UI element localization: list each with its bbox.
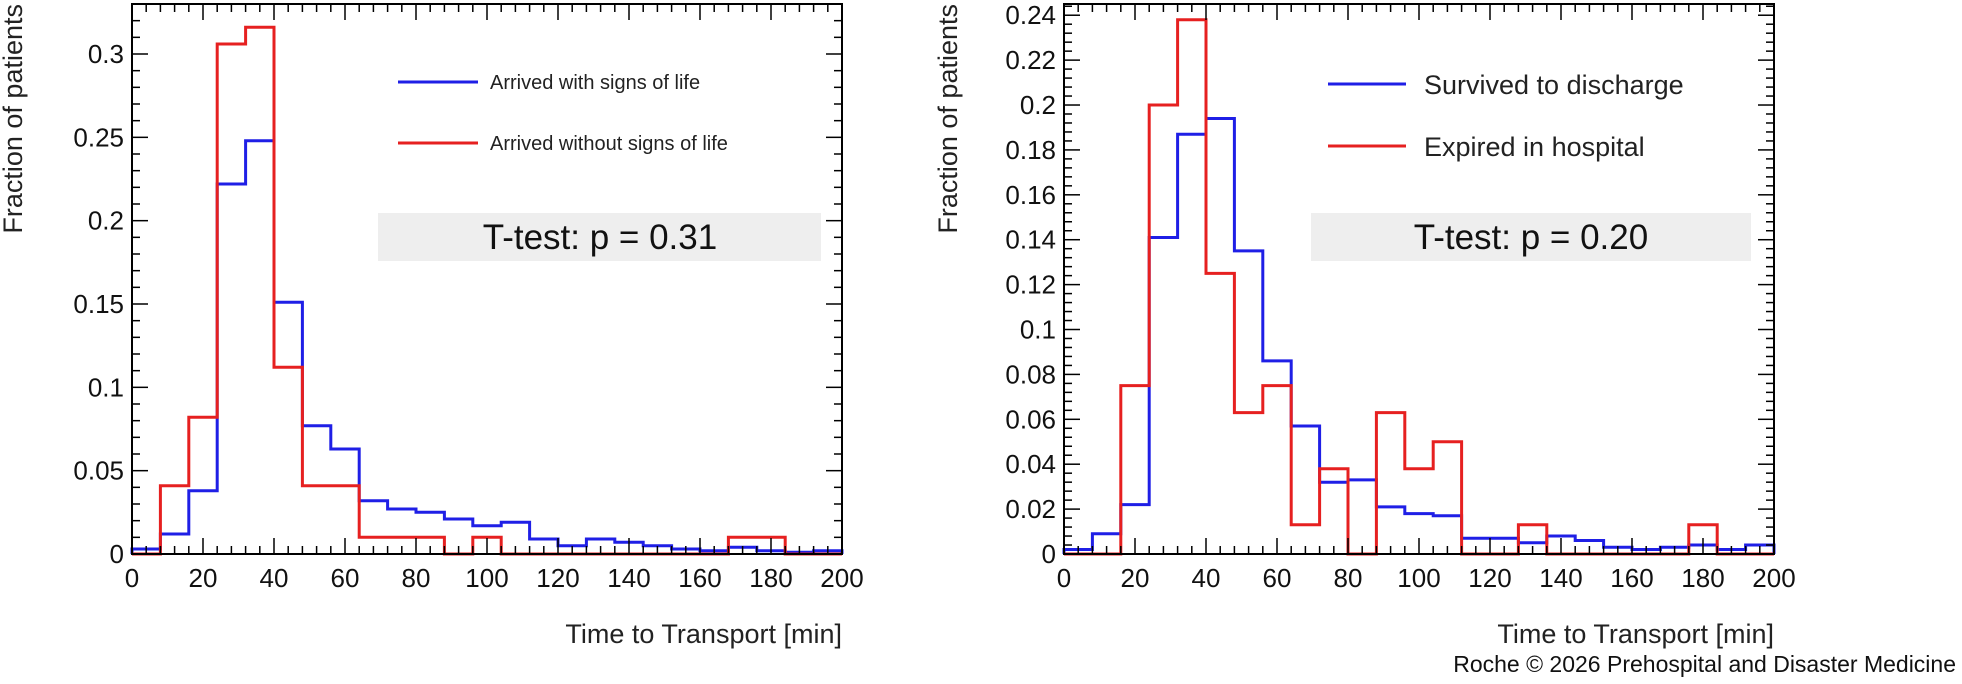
y-tick-label: 0.3	[88, 39, 124, 69]
legend: Arrived with signs of life Arrived witho…	[398, 72, 728, 155]
x-tick-label: 20	[189, 563, 218, 593]
x-tick-label: 60	[1263, 563, 1292, 593]
plot-frame	[1063, 3, 1775, 555]
x-tick-label: 180	[749, 563, 792, 593]
x-tick-labels: 0 20 40 60 80 100 120 140 160 180 200	[125, 563, 864, 593]
x-tick-label: 160	[1610, 563, 1653, 593]
y-tick-label: 0.1	[1020, 315, 1056, 345]
x-tick-label: 0	[1057, 563, 1071, 593]
x-tick-label: 80	[1334, 563, 1363, 593]
y-tick-label: 0.14	[1005, 225, 1056, 255]
x-tick-label: 200	[820, 563, 863, 593]
legend-label-expired: Expired in hospital	[1424, 132, 1645, 162]
x-tick-label: 100	[465, 563, 508, 593]
legend: Survived to discharge Expired in hospita…	[1328, 70, 1684, 162]
x-tick-label: 0	[125, 563, 139, 593]
histogram-panel-signs-of-life: T-test: p = 0.31 0 20 40 60 80 100 120 140 160 18…	[0, 3, 864, 649]
y-tick-label: 0.05	[73, 456, 124, 486]
y-tick-label: 0.04	[1005, 449, 1056, 479]
y-tick-label: 0.25	[73, 122, 124, 152]
histogram-series-0	[130, 139, 844, 554]
y-tick-label: 0.02	[1005, 494, 1056, 524]
y-tick-label: 0.1	[88, 372, 124, 402]
y-tick-label: 0.06	[1005, 404, 1056, 434]
ttest-annotation: T-test: p = 0.31	[483, 218, 717, 257]
histogram-bars	[130, 25, 844, 556]
y-tick-label: 0	[1042, 539, 1056, 569]
y-tick-label: 0.15	[73, 289, 124, 319]
x-axis-title: Time to Transport [min]	[565, 619, 842, 649]
x-tick-label: 140	[607, 563, 650, 593]
histogram-panel-survival: T-test: p = 0.20 0 20 40 60 80 100 120 140 160 18…	[933, 0, 1796, 649]
ttest-box	[1311, 213, 1751, 261]
y-tick-label: 0.08	[1005, 359, 1056, 389]
y-tick-label: 0.24	[1005, 0, 1056, 30]
y-tick-label: 0.2	[1020, 90, 1056, 120]
x-tick-label: 200	[1752, 563, 1795, 593]
histogram-series-0	[1062, 117, 1776, 554]
x-tick-label: 20	[1121, 563, 1150, 593]
y-tick-label: 0.16	[1005, 180, 1056, 210]
y-axis-title: Fraction of patients	[933, 4, 963, 234]
x-tick-label: 120	[536, 563, 579, 593]
x-tick-label: 180	[1681, 563, 1724, 593]
x-tick-label: 40	[1192, 563, 1221, 593]
y-tick-labels: 0 0.05 0.1 0.15 0.2 0.25 0.3	[73, 39, 124, 569]
legend-label-without-signs: Arrived without signs of life	[490, 133, 728, 155]
x-tick-label: 140	[1539, 563, 1582, 593]
x-tick-label: 120	[1468, 563, 1511, 593]
ttest-annotation: T-test: p = 0.20	[1414, 218, 1648, 257]
ttest-box	[378, 213, 821, 261]
plot-frame	[131, 3, 843, 555]
axis-ticks	[131, 3, 843, 555]
y-tick-label: 0.12	[1005, 270, 1056, 300]
x-tick-label: 80	[402, 563, 431, 593]
y-tick-labels: 0 0.02 0.04 0.06 0.08 0.1 0.12 0.14 0.16 0.18 0.2 0…	[1005, 0, 1056, 569]
histogram-series-1	[132, 25, 842, 556]
x-tick-label: 100	[1397, 563, 1440, 593]
y-tick-label: 0.22	[1005, 45, 1056, 75]
y-axis-title: Fraction of patients	[0, 4, 28, 234]
x-tick-labels: 0 20 40 60 80 100 120 140 160 180 200	[1057, 563, 1796, 593]
x-tick-label: 160	[678, 563, 721, 593]
x-axis-title: Time to Transport [min]	[1497, 619, 1774, 649]
y-tick-label: 0	[110, 539, 124, 569]
y-tick-label: 0.18	[1005, 135, 1056, 165]
x-tick-label: 60	[331, 563, 360, 593]
legend-label-with-signs: Arrived with signs of life	[490, 72, 700, 94]
legend-label-survived: Survived to discharge	[1424, 70, 1684, 100]
y-tick-label: 0.2	[88, 206, 124, 236]
x-tick-label: 40	[260, 563, 289, 593]
copyright-credit: Roche © 2026 Prehospital and Disaster Me…	[1453, 651, 1956, 677]
